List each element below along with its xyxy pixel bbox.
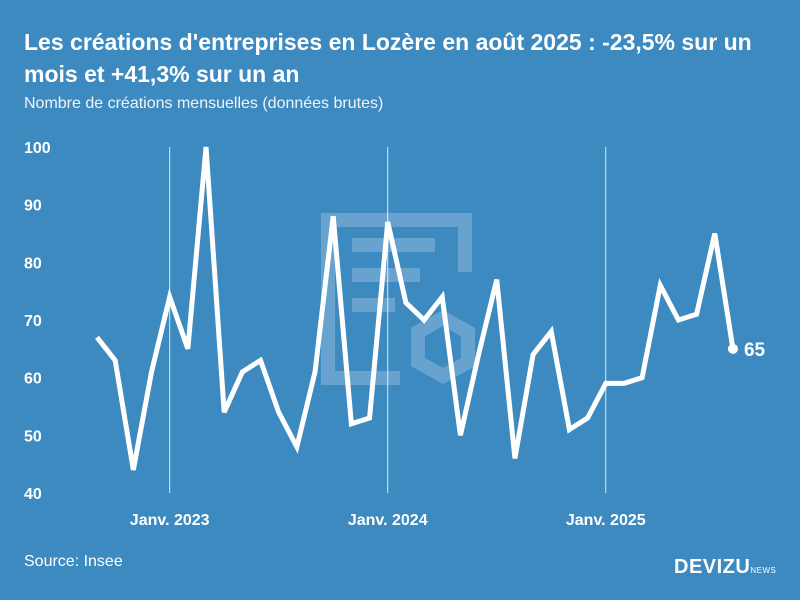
watermark-icon xyxy=(321,213,475,385)
chart-title: Les créations d'entreprises en Lozère en… xyxy=(24,29,752,87)
logo-name: DEVIZU xyxy=(674,556,751,578)
series-line xyxy=(95,146,736,471)
logo-suffix: NEWS xyxy=(750,566,777,575)
y-tick-label: 70 xyxy=(24,313,42,330)
y-tick-label: 50 xyxy=(24,428,42,445)
last-point-marker xyxy=(727,343,738,354)
brand-logo: DEVIZUNEWS xyxy=(674,556,776,579)
y-tick-label: 90 xyxy=(24,198,42,215)
y-tick-label: 60 xyxy=(24,371,42,388)
source-note: Source: Insee xyxy=(24,553,123,570)
x-tick-label: Janv. 2025 xyxy=(566,512,646,529)
y-tick-label: 100 xyxy=(24,140,51,157)
last-point-label: 65 xyxy=(744,340,766,361)
chart-subtitle: Nombre de créations mensuelles (données … xyxy=(24,95,384,112)
y-tick-label: 40 xyxy=(24,486,42,503)
x-tick-label: Janv. 2023 xyxy=(130,512,210,529)
x-tick-label: Janv. 2024 xyxy=(348,512,428,529)
y-tick-label: 80 xyxy=(24,255,42,272)
